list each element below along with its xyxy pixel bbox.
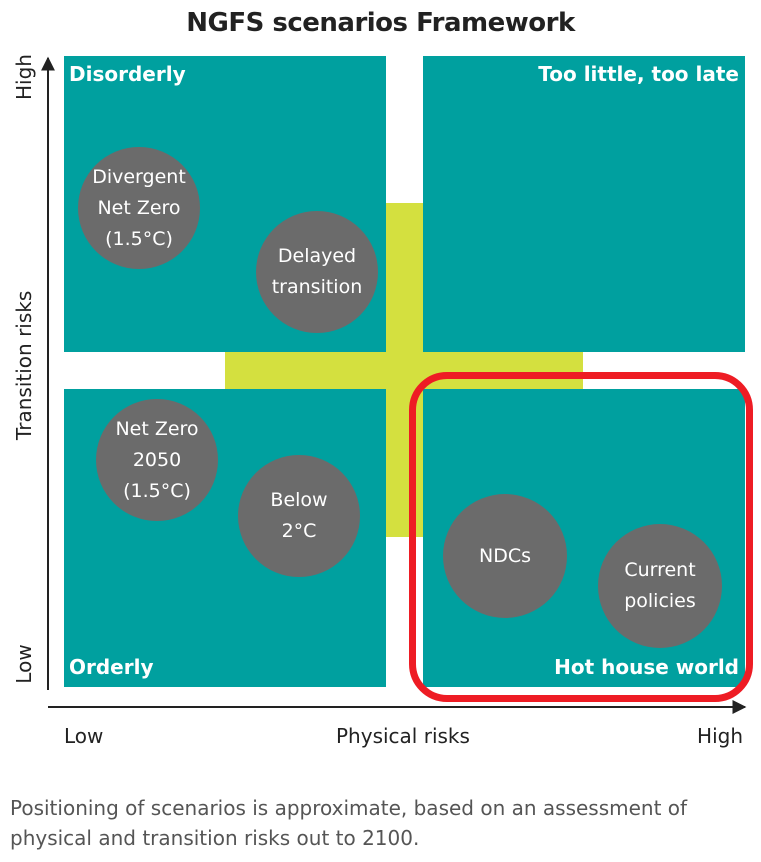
- x-axis-low: Low: [64, 724, 104, 748]
- y-axis-label: Transition risks: [12, 290, 36, 440]
- scenario-delayed-transition: Delayed transition: [256, 211, 378, 333]
- footnote: Positioning of scenarios is approximate,…: [10, 796, 688, 850]
- diagram-title: NGFS scenarios Framework: [186, 8, 575, 38]
- label-orderly: Orderly: [69, 655, 154, 679]
- x-axis-high: High: [697, 724, 743, 748]
- label-disorderly: Disorderly: [69, 62, 186, 86]
- scenario-current-policies: Current policies: [598, 524, 722, 648]
- scenario-below-2c: Below 2°C: [238, 455, 360, 577]
- scenario-ndcs: NDCs: [443, 494, 567, 618]
- label-too-little-too-late: Too little, too late: [538, 62, 739, 86]
- quadrant-too-little-too-late: [423, 56, 745, 352]
- highlight-box: [409, 372, 753, 702]
- label-hot-house-world: Hot house world: [554, 655, 739, 679]
- scenario-divergent-net-zero: Divergent Net Zero (1.5°C): [78, 147, 200, 269]
- y-axis-low: Low: [12, 644, 36, 684]
- y-axis-high: High: [12, 54, 36, 100]
- x-axis-label: Physical risks: [336, 724, 470, 748]
- cross-horizontal: [225, 352, 583, 389]
- scenario-net-zero-2050: Net Zero 2050 (1.5°C): [96, 399, 218, 521]
